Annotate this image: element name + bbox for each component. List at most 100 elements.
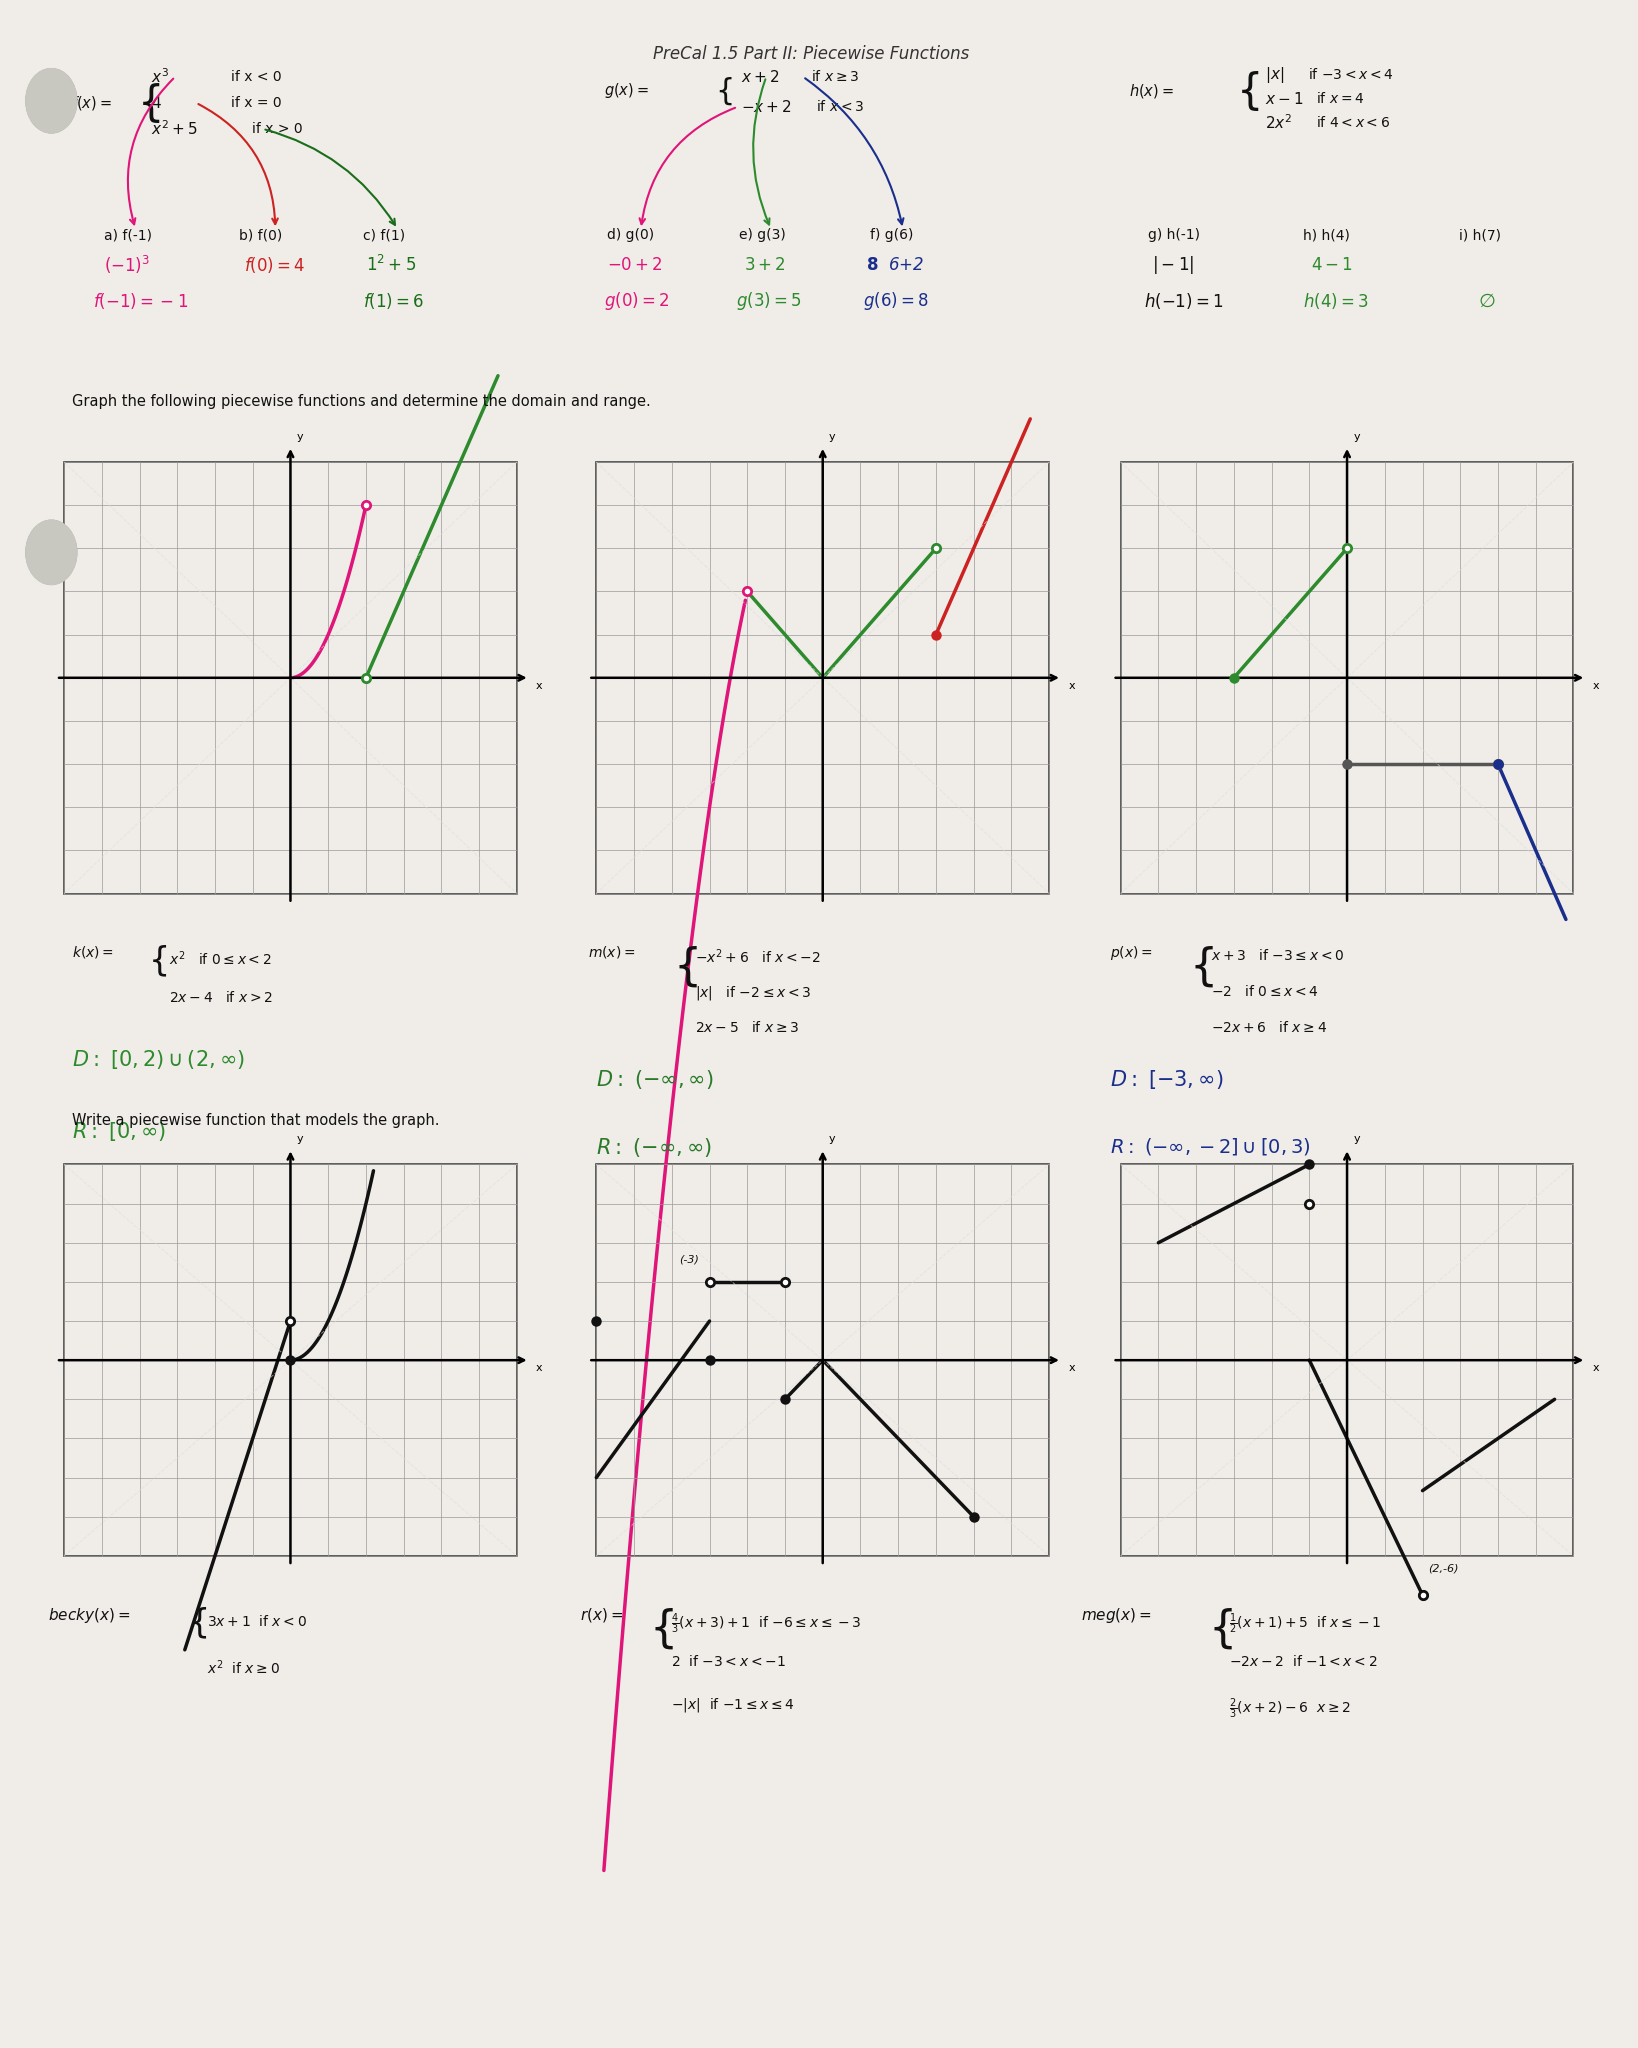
Text: $f(-1)=-1$: $f(-1)=-1$ [93, 291, 188, 311]
Text: $|x|$: $|x|$ [1265, 66, 1284, 84]
Text: $x^3$: $x^3$ [151, 68, 169, 86]
Text: $(-1)^3$: $(-1)^3$ [103, 254, 151, 276]
Text: y: y [1353, 1135, 1360, 1145]
Text: x: x [1592, 680, 1599, 690]
Text: $-2x+6$   if $x\geq4$: $-2x+6$ if $x\geq4$ [1210, 1020, 1327, 1034]
Text: $x+2$: $x+2$ [740, 70, 780, 84]
Text: $\{$: $\{$ [188, 1606, 206, 1640]
Text: $R:\ (-\infty,\infty)$: $R:\ (-\infty,\infty)$ [596, 1137, 713, 1159]
Circle shape [26, 520, 77, 584]
Text: x: x [1592, 1364, 1599, 1374]
Text: $p(x)=$: $p(x)=$ [1109, 944, 1152, 963]
Text: $f(x)=$: $f(x)=$ [70, 94, 111, 113]
Text: g) h(-1): g) h(-1) [1148, 227, 1199, 242]
Text: $2$  if $-3<x<-1$: $2$ if $-3<x<-1$ [672, 1655, 786, 1669]
Bar [1120, 1165, 1574, 1556]
Text: y: y [296, 432, 303, 442]
Text: (-3): (-3) [680, 1253, 699, 1264]
Text: $g(0)=2$: $g(0)=2$ [604, 291, 670, 313]
Text: $-x+2$: $-x+2$ [740, 98, 791, 115]
Text: $2x^2$: $2x^2$ [1265, 113, 1292, 133]
Text: $x^2$   if $0\leq x<2$: $x^2$ if $0\leq x<2$ [169, 950, 272, 969]
Text: if $x\geq3$: if $x\geq3$ [811, 70, 858, 84]
Text: $D:\ (-\infty,\infty)$: $D:\ (-\infty,\infty)$ [596, 1069, 714, 1092]
Circle shape [26, 70, 77, 133]
Text: $f(1)=6$: $f(1)=6$ [362, 291, 424, 311]
Text: $\{$: $\{$ [649, 1606, 673, 1651]
Text: h) h(4): h) h(4) [1304, 227, 1350, 242]
Text: if $-3<x<4$: if $-3<x<4$ [1309, 68, 1394, 82]
Text: $x+3$   if $-3\leq x<0$: $x+3$ if $-3\leq x<0$ [1210, 948, 1345, 963]
Text: a) f(-1): a) f(-1) [103, 227, 152, 242]
Text: $|x|$   if $-2\leq x<3$: $|x|$ if $-2\leq x<3$ [695, 983, 811, 1001]
Text: $D:\ [0,2)\cup(2,\infty)$: $D:\ [0,2)\cup(2,\infty)$ [72, 1049, 244, 1071]
Text: f) g(6): f) g(6) [870, 227, 912, 242]
Text: $\frac{4}{3}(x+3)+1$  if $-6\leq x\leq -3$: $\frac{4}{3}(x+3)+1$ if $-6\leq x\leq -3… [672, 1612, 862, 1636]
Text: $|-1|$: $|-1|$ [1153, 254, 1194, 276]
Text: $-2x-2$  if $-1<x<2$: $-2x-2$ if $-1<x<2$ [1228, 1655, 1378, 1669]
Text: if x = 0: if x = 0 [231, 96, 282, 111]
Text: e) g(3): e) g(3) [739, 227, 786, 242]
Bar [64, 1165, 518, 1556]
Text: $\frac{1}{2}(x+1)+5$  if $x\leq-1$: $\frac{1}{2}(x+1)+5$ if $x\leq-1$ [1228, 1612, 1381, 1636]
Text: $h(-1)=1$: $h(-1)=1$ [1145, 291, 1224, 311]
Text: y: y [1353, 432, 1360, 442]
Text: y: y [296, 1135, 303, 1145]
Text: $-|x|$  if $-1\leq x\leq4$: $-|x|$ if $-1\leq x\leq4$ [672, 1696, 794, 1714]
Text: $\{$: $\{$ [1189, 944, 1214, 989]
Text: $m(x)=$: $m(x)=$ [588, 944, 636, 961]
Text: $R:\ [0,\infty)$: $R:\ [0,\infty)$ [72, 1120, 167, 1143]
Text: $g(x)=$: $g(x)=$ [604, 82, 649, 100]
Text: $4-1$: $4-1$ [1312, 256, 1353, 274]
Text: Write a piecewise function that models the graph.: Write a piecewise function that models t… [72, 1112, 439, 1128]
Text: x: x [1068, 680, 1075, 690]
Text: $-0+2$: $-0+2$ [608, 256, 663, 274]
Text: $x-1$: $x-1$ [1265, 90, 1304, 106]
Text: x: x [536, 680, 542, 690]
Text: $becky(x)=$: $becky(x)=$ [48, 1606, 131, 1624]
Text: x: x [536, 1364, 542, 1374]
Text: $\{$: $\{$ [1237, 70, 1260, 113]
Text: Graph the following piecewise functions and determine the domain and range.: Graph the following piecewise functions … [72, 395, 650, 410]
Bar [596, 1165, 1048, 1556]
Text: $2x-4$   if $x>2$: $2x-4$ if $x>2$ [169, 989, 274, 1006]
Circle shape [26, 520, 77, 584]
Text: $f(0)=4$: $f(0)=4$ [244, 256, 305, 274]
Text: PreCal 1.5 Part II: Piecewise Functions: PreCal 1.5 Part II: Piecewise Functions [652, 45, 970, 63]
Text: (2,-6): (2,-6) [1428, 1563, 1459, 1573]
Text: $\emptyset$: $\emptyset$ [1477, 293, 1495, 311]
Text: $x^2$  if $x\geq0$: $x^2$ if $x\geq0$ [206, 1659, 280, 1677]
Text: $-x^2+6$   if $x<-2$: $-x^2+6$ if $x<-2$ [695, 948, 821, 967]
Text: if x > 0: if x > 0 [252, 123, 301, 135]
Text: if x < 0: if x < 0 [231, 70, 282, 84]
Text: $g(6)=8$: $g(6)=8$ [863, 291, 929, 313]
Circle shape [26, 70, 77, 133]
Text: $k(x)=$: $k(x)=$ [72, 944, 115, 961]
Text: if $4<x<6$: if $4<x<6$ [1315, 115, 1391, 131]
Text: $3+2$: $3+2$ [744, 256, 786, 274]
Text: d) g(0): d) g(0) [608, 227, 655, 242]
Text: $R:\ (-\infty,-2]\cup[0,3)$: $R:\ (-\infty,-2]\cup[0,3)$ [1109, 1137, 1310, 1157]
Text: $\{$: $\{$ [149, 944, 167, 979]
Bar [1120, 463, 1574, 893]
Text: $D:\ [-3,\infty)$: $D:\ [-3,\infty)$ [1109, 1069, 1224, 1092]
Text: $meg(x)=$: $meg(x)=$ [1081, 1606, 1152, 1624]
Text: $x^2+5$: $x^2+5$ [151, 119, 198, 137]
Text: $h(4)=3$: $h(4)=3$ [1304, 291, 1369, 311]
Text: $-2$   if $0\leq x<4$: $-2$ if $0\leq x<4$ [1210, 983, 1319, 999]
Text: $2x-5$   if $x\geq3$: $2x-5$ if $x\geq3$ [695, 1020, 799, 1034]
Text: if $x=4$: if $x=4$ [1315, 92, 1364, 106]
Text: y: y [829, 1135, 835, 1145]
Text: $\{$: $\{$ [673, 944, 698, 989]
Text: $\mathbf{8}$  6+2: $\mathbf{8}$ 6+2 [867, 256, 924, 274]
Bar [596, 463, 1048, 893]
Text: $r(x)=$: $r(x)=$ [580, 1606, 624, 1624]
Text: $g(3)=5$: $g(3)=5$ [735, 291, 801, 313]
Text: if $x<3$: if $x<3$ [816, 98, 863, 115]
Text: $\{$: $\{$ [136, 80, 161, 125]
Text: c) f(1): c) f(1) [362, 227, 405, 242]
Text: $1^2+5$: $1^2+5$ [365, 256, 416, 274]
Text: $\{$: $\{$ [1209, 1606, 1233, 1651]
Text: y: y [829, 432, 835, 442]
Text: x: x [1068, 1364, 1075, 1374]
